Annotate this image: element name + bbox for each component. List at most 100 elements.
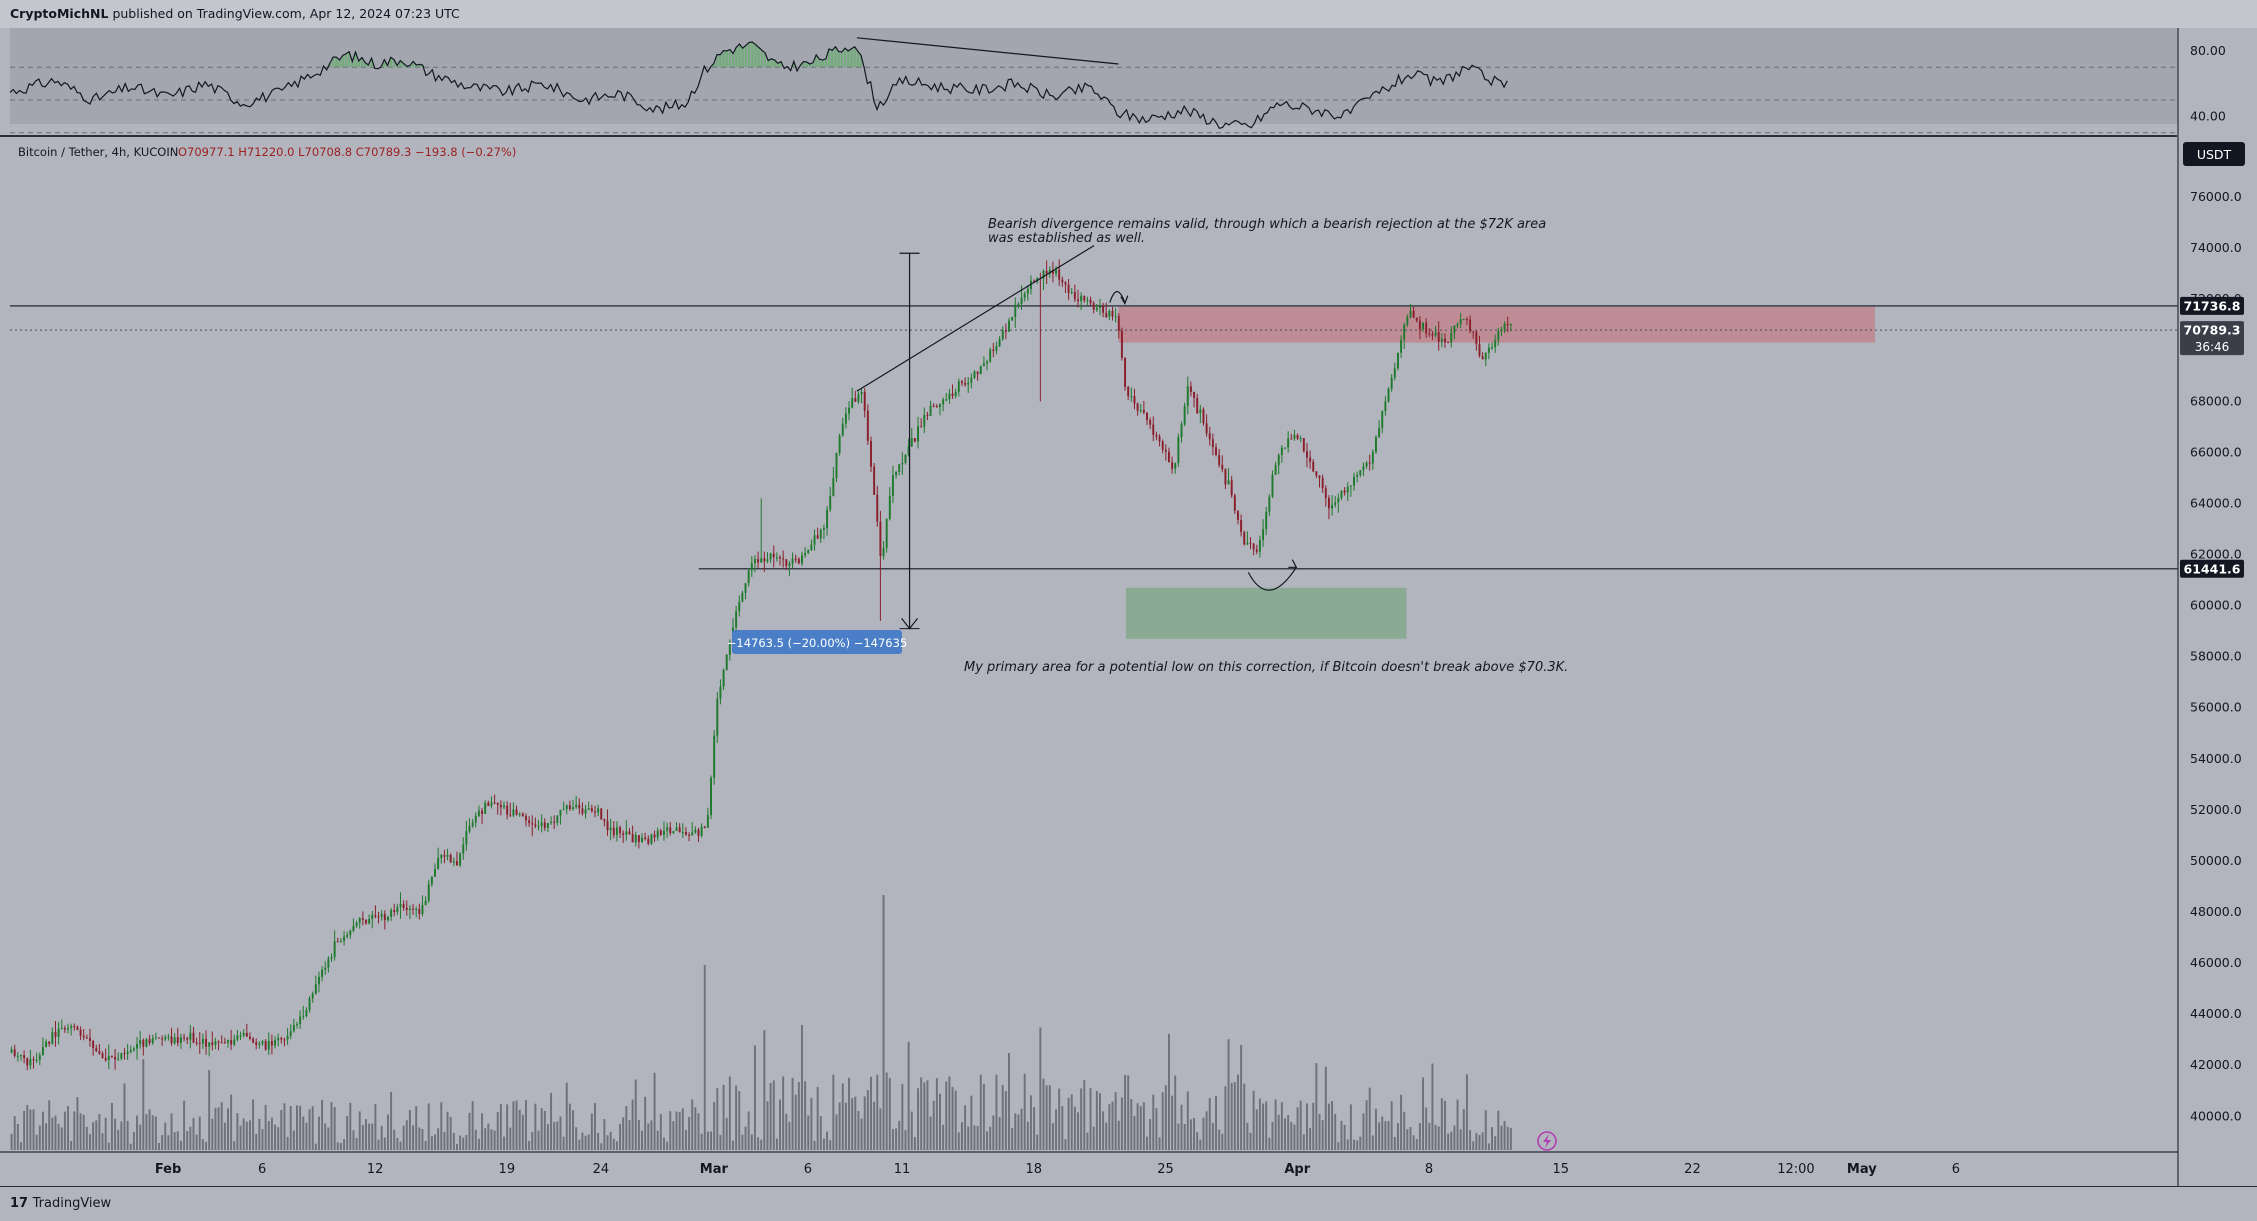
volume-bar — [132, 1131, 135, 1150]
annotation-divergence-line2[interactable]: was established as well. — [988, 231, 1145, 246]
volume-bar — [841, 1083, 844, 1150]
annotation-divergence-line1[interactable]: Bearish divergence remains valid, throug… — [988, 217, 1546, 232]
candle — [365, 919, 367, 924]
volume-bar — [286, 1136, 289, 1150]
volume-bar — [54, 1115, 57, 1150]
volume-bar — [1004, 1091, 1007, 1150]
publish-date: published on TradingView.com, Apr 12, 20… — [112, 6, 460, 21]
author-name[interactable]: CryptoMichNL — [10, 6, 109, 21]
volume-bar — [926, 1080, 929, 1150]
currency-badge[interactable] — [2183, 142, 2245, 166]
volume-bar — [1418, 1123, 1421, 1150]
legend-symbol[interactable]: Bitcoin / Tether, 4h, KUCOIN — [18, 145, 178, 159]
candle — [1058, 269, 1061, 280]
volume-bar — [1011, 1127, 1014, 1150]
volume-bar — [1365, 1100, 1368, 1150]
volume-bar — [51, 1117, 54, 1150]
candle — [1406, 317, 1409, 325]
candle — [154, 1037, 157, 1039]
candle — [612, 827, 615, 836]
time-axis[interactable]: Feb 6 12 19 24 Mar 6 11 18 25 Apr 8 15 22 12:00 May 6 — [155, 1162, 1960, 1177]
volume-bar — [1130, 1099, 1133, 1150]
candle — [609, 827, 612, 831]
candle — [575, 804, 578, 808]
candle — [214, 1041, 217, 1045]
price-tick-label: 46000.0 — [2190, 955, 2242, 970]
volume-bar — [666, 1141, 669, 1150]
candle — [512, 809, 515, 816]
price-axis[interactable]: 76000.074000.072000.070000.068000.066000… — [2180, 189, 2244, 1123]
candle — [1415, 317, 1418, 321]
price-tick-label: 76000.0 — [2190, 189, 2242, 204]
measure-badge[interactable] — [732, 630, 902, 654]
candle — [1327, 497, 1330, 509]
candle — [1478, 344, 1481, 357]
candle — [371, 915, 374, 920]
candle — [766, 559, 769, 562]
tradingview-logo-icon[interactable]: 𝟭𝟳 — [10, 1196, 33, 1211]
candle — [1494, 340, 1497, 348]
volume-bar — [415, 1106, 418, 1150]
volume-bar — [1161, 1092, 1164, 1150]
volume-bar — [524, 1100, 527, 1150]
volume-bar — [452, 1132, 455, 1150]
candle — [430, 876, 433, 885]
price-pane[interactable] — [10, 245, 2178, 1150]
candle — [775, 557, 778, 559]
volume-bar — [1412, 1135, 1415, 1150]
volume-bar — [1136, 1103, 1139, 1150]
candle — [951, 393, 954, 396]
candle — [1164, 449, 1167, 452]
volume-bar — [198, 1116, 201, 1150]
volume-bar — [788, 1121, 791, 1150]
volume-bar — [760, 1139, 763, 1150]
volume-bar — [656, 1130, 659, 1150]
rsi-pane[interactable] — [9, 28, 2178, 134]
candle — [688, 834, 691, 836]
rsi-axis[interactable]: 80.00 40.00 — [2190, 43, 2226, 123]
volume-bar — [606, 1135, 609, 1150]
lightning-icon[interactable] — [1537, 1131, 1557, 1151]
volume-bar — [1491, 1127, 1494, 1150]
volume-bar — [506, 1104, 509, 1150]
candle — [167, 1036, 170, 1038]
volume-bar — [609, 1131, 612, 1150]
candle — [848, 407, 851, 414]
candle — [383, 914, 386, 921]
tradingview-logo-text[interactable]: TradingView — [32, 1196, 112, 1211]
volume-bar — [361, 1125, 364, 1150]
volume-bar — [982, 1083, 985, 1150]
candle — [462, 844, 465, 854]
candle — [870, 440, 872, 467]
candle — [390, 910, 393, 917]
candle — [653, 834, 656, 838]
time-tick-label: 19 — [499, 1162, 516, 1177]
volume-bar — [1425, 1107, 1428, 1150]
resistance-price-label: 71736.8 — [2184, 298, 2241, 313]
candle — [393, 910, 396, 912]
volume-bar — [1258, 1098, 1261, 1150]
volume-bar — [245, 1121, 248, 1150]
candle — [1462, 319, 1465, 321]
annotation-primary-low[interactable]: My primary area for a potential low on t… — [964, 660, 1568, 675]
volume-bar — [935, 1078, 938, 1150]
volume-bar — [794, 1094, 797, 1150]
volume-bar — [917, 1088, 920, 1150]
chart-canvas[interactable]: 76000.074000.072000.070000.068000.066000… — [0, 28, 2257, 1186]
volume-bar — [1318, 1113, 1321, 1150]
volume-bar — [123, 1083, 126, 1150]
volume-bar — [1315, 1063, 1318, 1150]
volume-bar — [1456, 1099, 1459, 1150]
volume-bar — [835, 1114, 838, 1150]
candle — [920, 426, 923, 428]
candle — [1362, 466, 1365, 471]
candle — [283, 1039, 286, 1041]
candle — [857, 394, 860, 402]
candle — [703, 826, 706, 828]
volume-bar — [1415, 1138, 1418, 1150]
volume-bar — [1055, 1109, 1058, 1150]
volume-bar — [1092, 1126, 1095, 1150]
candle — [619, 827, 622, 834]
candle — [208, 1042, 211, 1047]
volume-bar — [1218, 1129, 1221, 1150]
